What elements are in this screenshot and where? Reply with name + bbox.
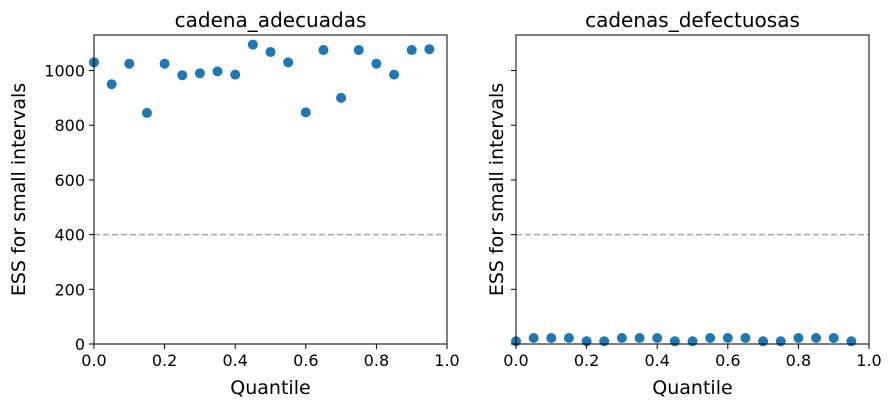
data-point [406,45,417,56]
data-point [141,107,152,118]
data-point [247,39,258,50]
data-point [371,58,382,69]
x-tick-label: 1.0 [856,351,881,370]
data-point [353,45,364,56]
x-axis-label: Quantile [652,377,732,399]
y-tick-label: 0 [75,335,85,354]
data-point [106,79,117,90]
chart-title: cadenas_defectuosas [585,8,800,32]
y-tick-label: 800 [54,116,85,135]
data-point [159,58,170,69]
data-point [616,332,627,343]
y-tick-label: 1000 [44,62,85,81]
axes-frame [93,34,448,345]
data-point [705,332,716,343]
y-axis-label: ESS for small intervals [8,83,30,296]
right-panel: 0.0 0.2 0.4 0.6 0.8 1.0 cadenas_defectuosas Qua… [486,8,882,399]
data-point [300,107,311,118]
data-point [546,332,557,343]
data-point [634,332,645,343]
data-point [283,57,294,68]
x-tick-label: 1.0 [434,351,459,370]
data-point [740,332,751,343]
data-point [528,332,539,343]
data-point [265,46,276,57]
data-point [687,336,698,347]
data-point [177,70,188,81]
x-tick-label: 0.6 [715,351,740,370]
data-point [230,69,241,80]
data-point [318,45,329,56]
left-panel: 0.0 0.2 0.4 0.6 0.8 1.0 0 200 400 600 800 1000 caden… [8,8,460,399]
x-tick-label: 0.2 [574,351,599,370]
data-point [775,336,786,347]
data-point [811,332,822,343]
x-tick-label: 0.8 [364,351,389,370]
y-tick-label: 200 [54,280,85,299]
data-point [599,336,610,347]
data-point [194,68,205,79]
x-tick-label: 0.4 [644,351,669,370]
x-tick-label: 0.2 [152,351,177,370]
data-point [669,336,680,347]
x-tick-label: 0.0 [81,351,106,370]
data-point [846,336,857,347]
data-point [389,69,400,80]
y-axis-label: ESS for small intervals [486,83,508,296]
y-tick-label: 400 [54,226,85,245]
data-point [424,44,435,55]
data-point [336,92,347,103]
data-point [212,66,223,77]
data-point [758,336,769,347]
axes-frame [515,34,870,345]
x-tick-label: 0.6 [293,351,318,370]
data-point [652,332,663,343]
y-tick-label: 600 [54,171,85,190]
chart-title: cadena_adecuadas [175,8,367,32]
data-point [828,332,839,343]
x-axis-label: Quantile [230,377,310,399]
x-tick-label: 0.4 [222,351,247,370]
data-point [793,332,804,343]
x-tick-label: 0.8 [786,351,811,370]
data-point [722,332,733,343]
data-point [563,332,574,343]
data-point [124,58,135,69]
x-tick-label: 0.0 [503,351,528,370]
